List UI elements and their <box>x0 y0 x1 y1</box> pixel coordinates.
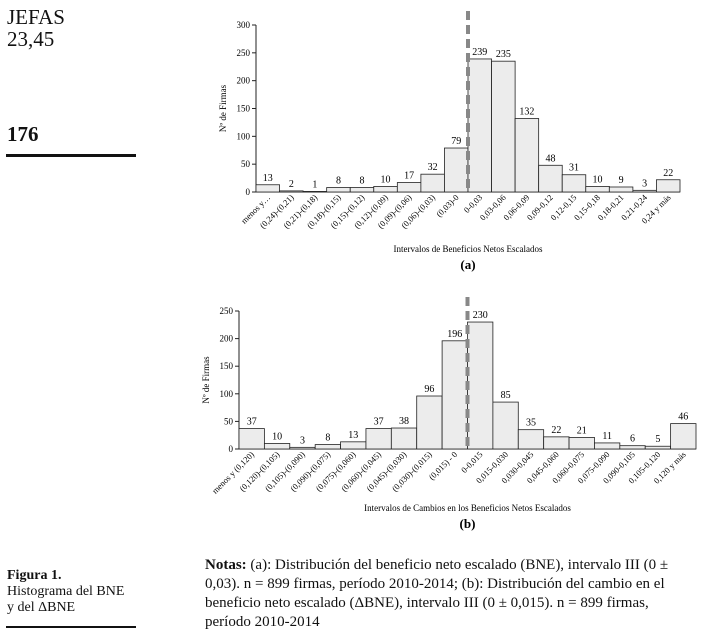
data-label: 132 <box>519 107 534 118</box>
y-tick-label: 50 <box>224 416 234 426</box>
x-axis-title: Intervalos de Cambios en los Beneficios … <box>364 503 571 513</box>
data-label: 17 <box>404 171 414 182</box>
data-label: 46 <box>678 412 688 423</box>
data-label: 1 <box>312 179 317 190</box>
data-label: 38 <box>399 416 409 427</box>
data-label: 8 <box>360 176 365 187</box>
data-label: 10 <box>593 174 603 185</box>
data-label: 48 <box>545 153 555 164</box>
figure-caption-line1: Histograma del BNE <box>7 584 125 599</box>
y-axis-title: Nº de Firmas <box>201 356 211 404</box>
bar <box>594 442 621 450</box>
bar <box>263 443 291 450</box>
panel-label: (b) <box>460 516 476 531</box>
bar <box>255 184 280 193</box>
bar <box>644 445 672 450</box>
y-tick-label: 250 <box>220 306 234 316</box>
data-label: 35 <box>526 418 536 429</box>
bar <box>441 340 468 450</box>
bar <box>656 179 681 193</box>
data-label: 13 <box>263 173 273 184</box>
data-label: 196 <box>447 329 462 340</box>
data-label: 10 <box>272 431 282 442</box>
journal-name: JEFAS <box>7 5 65 29</box>
page-number: 176 <box>7 122 39 146</box>
bar <box>390 427 418 450</box>
y-tick-label: 50 <box>241 159 251 169</box>
notes-text: (a): Distribución del beneficio neto esc… <box>205 557 669 630</box>
x-tick-label: menos y (0,120) <box>210 449 256 495</box>
data-label: 37 <box>247 417 257 428</box>
data-label: 230 <box>473 310 488 321</box>
data-label: 2 <box>289 179 294 190</box>
data-label: 22 <box>551 425 561 436</box>
top-rule <box>6 154 136 157</box>
y-tick-label: 300 <box>237 20 251 30</box>
bar <box>492 401 519 450</box>
bar <box>289 446 316 450</box>
y-tick-label: 0 <box>229 444 234 454</box>
bar <box>543 436 570 450</box>
data-label: 5 <box>655 434 660 445</box>
bar <box>514 118 540 193</box>
panel-label: (a) <box>460 257 475 272</box>
y-tick-label: 0 <box>246 187 251 197</box>
data-label: 3 <box>300 435 305 446</box>
bar <box>670 423 697 450</box>
data-label: 85 <box>501 390 511 401</box>
bar <box>340 441 367 450</box>
data-label: 8 <box>336 176 341 187</box>
data-label: 11 <box>602 431 612 442</box>
y-tick-label: 250 <box>237 48 251 58</box>
notes-label: Notas: <box>205 557 247 573</box>
figure-caption: Figura 1. Histograma del BNE y del ΔBNE <box>7 568 124 616</box>
data-label: 10 <box>381 174 391 185</box>
bar <box>238 428 265 450</box>
bar <box>619 445 646 450</box>
data-label: 79 <box>451 136 461 147</box>
y-tick-label: 150 <box>220 361 234 371</box>
y-tick-label: 150 <box>237 104 251 114</box>
data-label: 96 <box>424 384 434 395</box>
data-label: 239 <box>472 47 487 58</box>
data-label: 21 <box>577 425 587 436</box>
bar <box>608 186 634 193</box>
figure-notes: Notas: (a): Distribución del beneficio n… <box>205 556 675 632</box>
y-tick-label: 100 <box>237 131 251 141</box>
y-tick-label: 100 <box>220 389 234 399</box>
data-label: 8 <box>325 433 330 444</box>
bar <box>561 174 587 193</box>
data-label: 22 <box>663 168 673 179</box>
y-tick-label: 200 <box>237 76 251 86</box>
data-label: 13 <box>348 430 358 441</box>
journal-volume: 23,45 <box>7 27 55 51</box>
y-axis-title: Nº de Firmas <box>218 84 228 132</box>
data-label: 6 <box>630 434 635 445</box>
data-label: 3 <box>642 178 647 189</box>
data-label: 32 <box>428 162 438 173</box>
y-tick-label: 200 <box>220 334 234 344</box>
bar <box>568 437 595 450</box>
data-label: 235 <box>496 49 511 60</box>
data-label: 9 <box>619 175 624 186</box>
bottom-rule <box>6 626 136 628</box>
bar <box>416 395 443 450</box>
figure-label: Figura 1. <box>7 568 62 583</box>
journal-info: JEFAS 23,45 <box>7 6 65 50</box>
bar <box>365 428 392 450</box>
bar <box>314 444 341 450</box>
bar <box>517 429 545 450</box>
data-label: 37 <box>374 417 384 428</box>
data-label: 31 <box>569 163 579 174</box>
bar <box>467 321 494 450</box>
x-axis-title: Intervalos de Beneficios Netos Escalados <box>394 244 543 254</box>
figure-caption-line2: y del ΔBNE <box>7 600 76 615</box>
